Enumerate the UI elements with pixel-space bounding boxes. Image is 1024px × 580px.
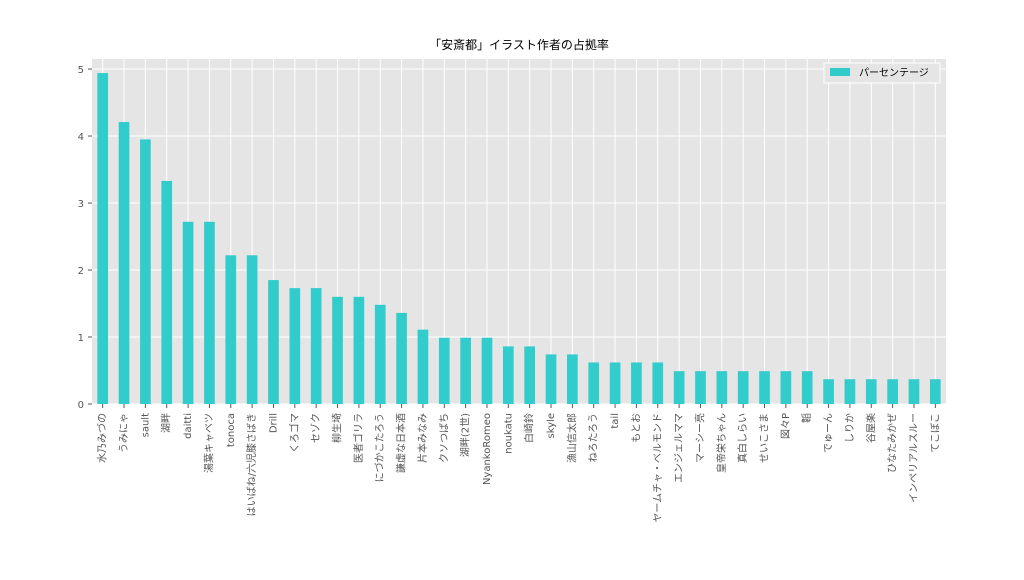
bar <box>524 346 536 404</box>
x-tick-label: 白崎鈴 <box>523 413 536 443</box>
y-tick-label: 2 <box>78 266 84 277</box>
x-axis-ticks: 水乃みづの うみにゃ sault 湖畔 daitti 湯葉キャベツ tonoca はいばね/六… <box>97 404 941 523</box>
bar <box>908 379 920 404</box>
x-tick-label: ヤームチャ・ベルモンド <box>652 413 664 523</box>
x-tick-label: 皇帝栄ちゃん <box>715 413 728 473</box>
bar <box>588 362 600 404</box>
plot-background <box>92 59 946 404</box>
bar <box>502 346 514 404</box>
legend: パーセンテージ <box>823 62 941 84</box>
x-tick-label: 謙虚な日本酒 <box>395 413 408 473</box>
x-tick-label: 片本みなみ <box>416 413 429 463</box>
x-tick-label: しりか <box>844 413 856 443</box>
x-tick-label: 谷屋楽 <box>864 413 877 443</box>
bars <box>97 73 941 404</box>
bar <box>396 312 407 404</box>
bar <box>567 354 578 404</box>
bar <box>737 371 749 404</box>
x-tick-label: 韜 <box>801 413 813 423</box>
bar <box>204 221 215 404</box>
bar <box>332 296 343 404</box>
x-tick-label: エンジェルママ <box>674 413 685 483</box>
x-tick-label: もとお <box>630 413 642 443</box>
x-tick-label: tonoca <box>226 413 237 447</box>
bar <box>225 255 237 404</box>
x-tick-label: インペリアルスルー <box>909 413 920 503</box>
bar <box>460 337 471 404</box>
x-tick-label: にづかこたろう <box>374 413 386 482</box>
x-tick-label: セゾク <box>310 413 322 443</box>
x-tick-label: 水乃みづの <box>97 413 109 463</box>
chart-title: 「安斎都」イラスト作者の占拠率 <box>429 37 609 52</box>
x-tick-label: skyle <box>546 413 557 439</box>
x-tick-label: てこぼこ <box>929 413 941 453</box>
x-tick-label: tail <box>610 413 621 429</box>
x-tick-label: マーシー亮 <box>693 413 706 463</box>
bar <box>823 379 834 404</box>
x-tick-label: 図々P <box>780 413 792 439</box>
y-tick-label: 5 <box>78 65 84 76</box>
x-tick-label: うみにゃ <box>118 413 130 453</box>
bar <box>801 371 813 404</box>
x-tick-label: ひなたみかぜ <box>887 413 899 473</box>
legend-label: パーセンテージ <box>859 67 929 79</box>
bar <box>887 379 898 404</box>
y-tick-label: 3 <box>78 199 84 210</box>
y-axis-ticks: 0 1 2 3 4 5 <box>78 65 92 411</box>
bar <box>780 371 792 404</box>
x-tick-label: 漁山信太郎 <box>565 413 578 463</box>
bar <box>140 139 151 404</box>
y-tick-label: 0 <box>78 400 84 411</box>
y-tick-label: 1 <box>78 333 84 344</box>
bar <box>246 255 258 404</box>
y-tick-label: 4 <box>78 132 84 143</box>
x-tick-label: 湖畔 <box>160 413 173 433</box>
bar <box>695 371 706 404</box>
bar <box>716 371 728 404</box>
bar <box>609 362 621 404</box>
x-tick-label: 医者ゴリラ <box>352 413 365 463</box>
bar <box>759 371 770 404</box>
bar <box>310 288 322 404</box>
x-tick-label: 湖畔(2世) <box>459 413 472 457</box>
bar <box>844 379 856 404</box>
x-tick-label: sault <box>140 413 151 437</box>
x-tick-label: daitti <box>183 413 194 439</box>
bar <box>268 280 279 404</box>
x-tick-label: でゅーん <box>823 413 835 453</box>
x-tick-label: 柳生埼 <box>331 413 344 443</box>
bar <box>631 362 642 404</box>
bar <box>182 221 194 404</box>
bar <box>118 121 130 404</box>
bar <box>97 73 109 404</box>
x-tick-label: ねろたろう <box>588 413 600 462</box>
x-tick-label: 湯葉キャベツ <box>202 413 215 473</box>
x-tick-label: noukatu <box>503 413 514 454</box>
bar <box>438 337 450 404</box>
bar <box>673 371 685 404</box>
bar <box>865 379 877 404</box>
x-tick-label: はいばね/六児膝さばき <box>245 413 258 516</box>
x-tick-label: くろゴマ <box>288 413 301 453</box>
bar <box>545 354 557 404</box>
bar <box>481 337 493 404</box>
x-tick-label: NyankoRomeo <box>482 413 493 485</box>
bar <box>929 379 941 404</box>
bar <box>652 362 664 404</box>
legend-box <box>823 62 941 84</box>
bar <box>289 288 301 404</box>
bar <box>374 304 386 404</box>
bar <box>161 180 173 404</box>
legend-swatch <box>830 68 850 76</box>
x-tick-label: 真白しらい <box>736 413 749 463</box>
x-tick-label: クソつばち <box>438 413 450 463</box>
x-tick-label: Drill <box>268 413 279 433</box>
bar <box>353 296 365 404</box>
bar <box>417 329 429 404</box>
x-tick-label: せいこさま <box>759 413 771 463</box>
